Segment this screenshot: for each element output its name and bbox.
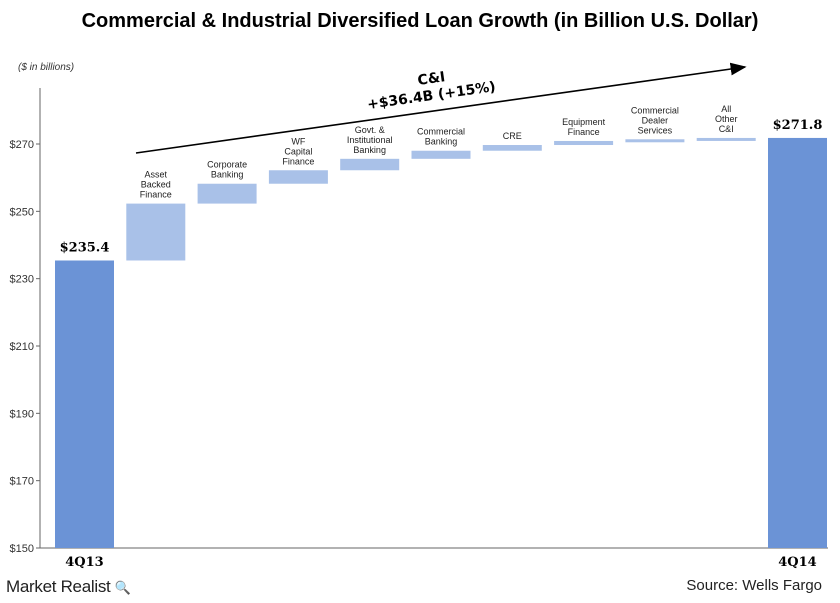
step-label-line: Finance <box>568 127 600 137</box>
bar-end-total <box>768 137 827 548</box>
step-label-line: Finance <box>282 156 314 166</box>
step-label-line: Corporate <box>207 160 247 170</box>
step-label-line: All <box>721 104 731 114</box>
brand-text: Market Realist <box>6 577 111 596</box>
step-label-line: Institutional <box>347 135 393 145</box>
magnifier-icon: 🔍 <box>114 580 131 595</box>
step-category-label: Corporate Banking <box>207 160 247 180</box>
source-note: Source: Wells Fargo <box>686 577 822 594</box>
y-tick-label: $250 <box>10 206 34 218</box>
y-tick-label: $190 <box>10 408 34 420</box>
step-category-label: WF Capital Finance <box>282 136 314 166</box>
step-label-line: Banking <box>425 137 458 147</box>
start-category-label: 4Q13 <box>65 555 103 570</box>
step-label-line: Services <box>638 125 673 135</box>
bar-step-3 <box>268 170 328 184</box>
step-label-line: Finance <box>140 190 172 200</box>
y-tick-label: $230 <box>10 274 34 286</box>
end-category-label: 4Q14 <box>778 555 816 570</box>
end-value-label: $271.8 <box>773 118 823 133</box>
growth-annotation-line-1: C&I <box>417 69 447 89</box>
step-label-line: C&I <box>719 124 734 134</box>
step-category-label: Govt. & Institutional Banking <box>347 125 393 155</box>
step-label-line: Commercial <box>631 105 679 115</box>
start-value-label: $235.4 <box>60 240 110 255</box>
y-tick-label: $270 <box>10 139 34 151</box>
step-category-label: Commercial Dealer Services <box>631 105 679 135</box>
bar-step-7 <box>554 140 614 146</box>
bar-start-total <box>55 260 114 548</box>
brand-logo: Market Realist 🔍 <box>6 577 131 597</box>
step-label-line: Capital <box>284 146 312 156</box>
step-label-line: CRE <box>503 131 522 141</box>
step-label-line: Banking <box>211 170 244 180</box>
y-tick-label: $210 <box>10 341 34 353</box>
step-label-line: Dealer <box>642 115 669 125</box>
growth-arrow <box>135 62 747 154</box>
step-category-label: Asset Backed Finance <box>140 170 172 200</box>
step-label-line: Other <box>715 114 738 124</box>
step-label-line: Backed <box>141 180 171 190</box>
bar-step-4 <box>340 158 400 171</box>
bar-step-8 <box>625 139 685 143</box>
y-tick-label: $150 <box>10 543 34 555</box>
step-category-label: Equipment Finance <box>562 117 606 137</box>
step-label-line: Equipment <box>562 117 606 127</box>
step-label-line: Commercial <box>417 127 465 137</box>
step-label-line: Asset <box>145 170 168 180</box>
step-label-line: Banking <box>353 145 386 155</box>
bar-step-9 <box>696 137 756 141</box>
chart-title: Commercial & Industrial Diversified Loan… <box>81 10 759 32</box>
step-label-line: WF <box>291 136 305 146</box>
bar-step-5 <box>411 150 471 159</box>
step-category-label: All Other C&I <box>715 104 738 134</box>
step-label-line: Govt. & <box>355 125 385 135</box>
bar-step-6 <box>482 145 542 151</box>
y-tick-label: $170 <box>10 476 34 488</box>
unit-note: ($ in billions) <box>18 62 75 73</box>
bar-step-2 <box>197 183 257 204</box>
step-category-label: Commercial Banking <box>417 127 465 147</box>
bar-step-1 <box>126 203 186 261</box>
step-category-label: CRE <box>503 131 522 141</box>
